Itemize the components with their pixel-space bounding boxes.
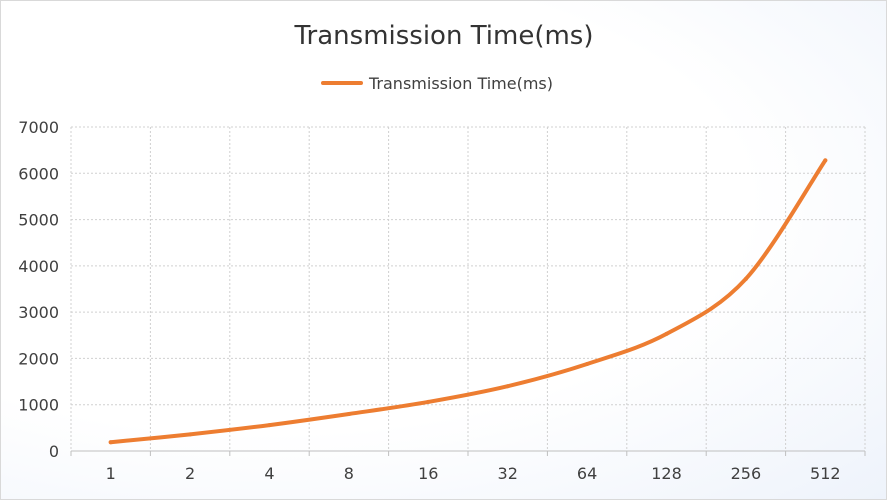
chart-title: Transmission Time(ms) bbox=[293, 21, 593, 51]
plot-area bbox=[108, 158, 828, 445]
y-tick-label: 3000 bbox=[18, 303, 59, 322]
data-point bbox=[188, 432, 193, 437]
legend-label: Transmission Time(ms) bbox=[368, 74, 553, 93]
grid bbox=[70, 126, 866, 451]
y-tick-label: 6000 bbox=[18, 164, 59, 183]
data-point bbox=[664, 331, 669, 336]
data-point bbox=[823, 158, 828, 163]
data-point bbox=[267, 423, 272, 428]
series-line bbox=[108, 158, 828, 445]
x-tick-label: 16 bbox=[418, 464, 438, 483]
x-tick-label: 4 bbox=[264, 464, 274, 483]
x-tick-label: 128 bbox=[651, 464, 682, 483]
x-tick-label: 1 bbox=[106, 464, 116, 483]
x-tick-label: 256 bbox=[731, 464, 762, 483]
y-tick-label: 2000 bbox=[18, 349, 59, 368]
x-tick-label: 8 bbox=[344, 464, 354, 483]
x-tick-label: 2 bbox=[185, 464, 195, 483]
x-tick-label: 512 bbox=[810, 464, 841, 483]
y-tick-label: 5000 bbox=[18, 211, 59, 230]
y-tick-label: 0 bbox=[49, 442, 59, 461]
data-point bbox=[108, 440, 113, 445]
x-tick-label: 64 bbox=[577, 464, 597, 483]
y-tick-label: 4000 bbox=[18, 257, 59, 276]
y-axis: 0 1000 2000 3000 4000 5000 6000 7000 bbox=[18, 118, 59, 461]
data-point bbox=[426, 399, 431, 404]
data-point bbox=[346, 411, 351, 416]
data-point bbox=[505, 384, 510, 389]
data-point bbox=[743, 276, 748, 281]
y-tick-label: 7000 bbox=[18, 118, 59, 137]
x-axis: 1 2 4 8 16 32 64 128 256 512 bbox=[70, 450, 866, 483]
y-tick-label: 1000 bbox=[18, 396, 59, 415]
x-tick-label: 32 bbox=[498, 464, 518, 483]
legend: Transmission Time(ms) bbox=[321, 74, 553, 93]
data-point bbox=[585, 361, 590, 366]
